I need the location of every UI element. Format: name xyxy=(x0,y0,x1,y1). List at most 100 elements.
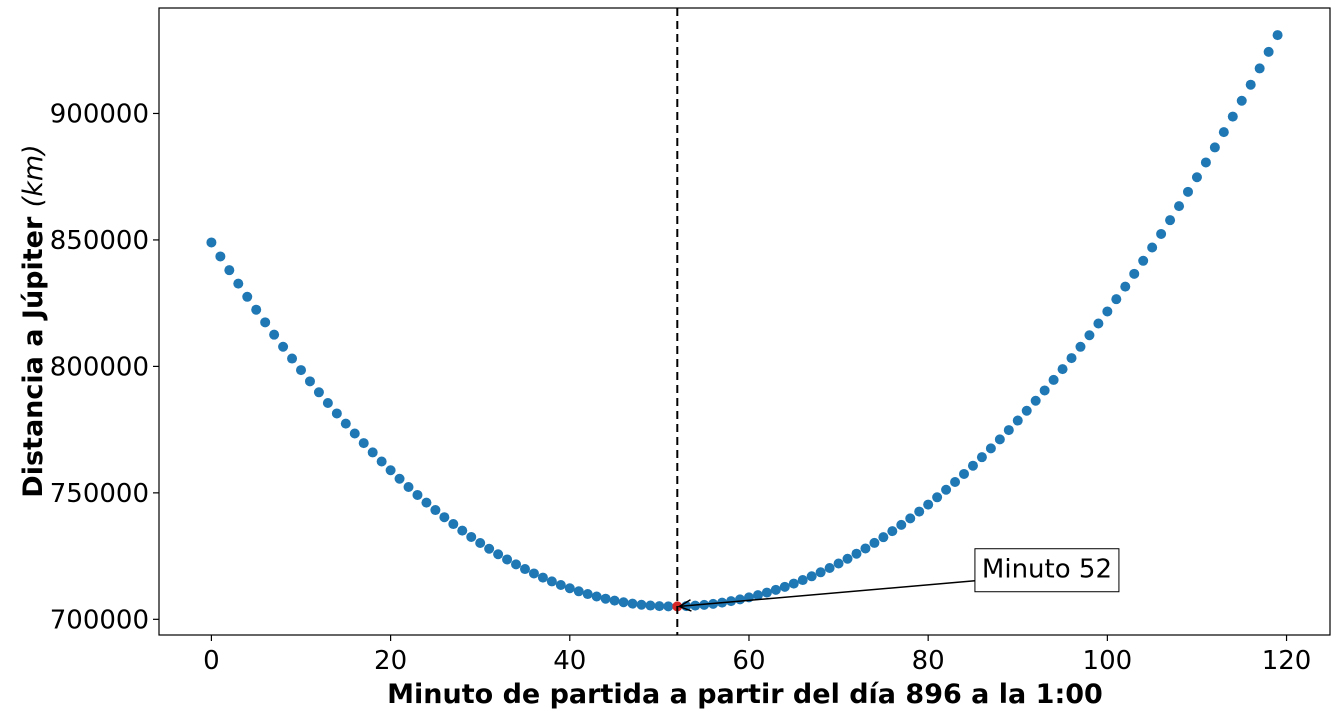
y-tick-label: 900000 xyxy=(50,99,149,129)
data-point xyxy=(923,499,934,510)
data-point xyxy=(439,512,450,523)
data-point xyxy=(287,353,298,364)
data-point xyxy=(851,548,862,559)
data-point xyxy=(600,593,611,604)
data-point xyxy=(502,554,513,565)
x-tick-label: 0 xyxy=(203,646,220,676)
data-point xyxy=(815,567,826,578)
data-point xyxy=(376,456,387,467)
data-point xyxy=(493,549,504,560)
data-point xyxy=(430,505,441,516)
y-tick-label: 850000 xyxy=(50,226,149,256)
data-point xyxy=(358,438,369,449)
data-point xyxy=(1039,385,1050,396)
data-point xyxy=(269,329,280,340)
data-point xyxy=(546,576,557,587)
data-point xyxy=(421,497,432,508)
y-tick-label: 700000 xyxy=(50,605,149,635)
data-point xyxy=(1227,111,1238,122)
data-point xyxy=(448,519,459,530)
data-point xyxy=(1191,172,1202,183)
data-point xyxy=(1021,405,1032,416)
data-point xyxy=(905,513,916,524)
data-point xyxy=(251,304,262,315)
data-point xyxy=(1236,95,1247,106)
data-point xyxy=(242,291,253,302)
x-tick-label: 40 xyxy=(553,646,586,676)
data-point xyxy=(573,586,584,597)
data-point xyxy=(340,418,351,429)
data-point xyxy=(1156,228,1167,239)
data-point xyxy=(1263,46,1274,57)
data-point xyxy=(466,531,477,542)
data-point xyxy=(457,525,468,536)
data-point xyxy=(1093,318,1104,329)
data-point xyxy=(394,473,405,484)
data-point xyxy=(233,278,244,289)
data-point xyxy=(260,317,271,328)
plot-frame xyxy=(158,7,1331,636)
annotation-box xyxy=(974,548,1120,593)
data-point xyxy=(537,572,548,583)
data-point xyxy=(609,595,620,606)
data-point xyxy=(1147,242,1158,253)
x-tick-label: 60 xyxy=(732,646,765,676)
plot-area xyxy=(159,8,1330,635)
data-point xyxy=(896,519,907,530)
data-point xyxy=(761,587,772,598)
data-point xyxy=(511,559,522,570)
data-point xyxy=(994,434,1005,445)
y-axis: 700000 750000 800000 850000 900000 xyxy=(50,99,159,635)
data-point xyxy=(475,537,486,548)
data-point xyxy=(1182,186,1193,197)
data-point xyxy=(1075,341,1086,352)
data-points xyxy=(206,30,1283,612)
x-tick-label: 80 xyxy=(912,646,945,676)
data-point xyxy=(1120,281,1131,292)
data-point xyxy=(860,543,871,554)
data-point xyxy=(1200,157,1211,168)
data-point xyxy=(1066,353,1077,364)
data-point xyxy=(1030,395,1041,406)
data-point xyxy=(1057,364,1068,375)
data-point xyxy=(932,492,943,503)
data-point xyxy=(645,600,656,611)
data-point xyxy=(412,489,423,500)
data-point xyxy=(869,537,880,548)
data-point xyxy=(1084,330,1095,341)
data-point xyxy=(1012,415,1023,426)
data-point xyxy=(806,571,817,582)
data-point xyxy=(887,526,898,537)
data-point xyxy=(484,543,495,554)
data-point xyxy=(331,408,342,419)
data-point xyxy=(349,428,360,439)
y-tick-label: 750000 xyxy=(50,479,149,509)
data-point xyxy=(564,583,575,594)
data-point xyxy=(528,568,539,579)
data-point xyxy=(215,251,226,262)
data-point xyxy=(403,481,414,492)
data-point xyxy=(1138,255,1149,266)
y-axis-title-main: Distancia a Júpiter xyxy=(18,207,49,497)
data-point xyxy=(627,598,638,609)
data-point xyxy=(1048,374,1059,385)
data-point xyxy=(385,465,396,476)
data-point xyxy=(582,589,593,600)
x-axis-title: Minuto de partida a partir del día 896 a… xyxy=(387,679,1103,710)
data-point xyxy=(959,468,970,479)
data-point xyxy=(322,398,333,409)
data-point xyxy=(1174,201,1185,212)
data-point xyxy=(296,365,307,376)
annotation-label: Minuto 52 xyxy=(982,555,1112,585)
data-point xyxy=(1272,30,1283,41)
data-point xyxy=(618,597,629,608)
data-point xyxy=(797,575,808,586)
data-point xyxy=(779,581,790,592)
y-axis-title-unit: (km) xyxy=(18,144,49,207)
data-point xyxy=(224,265,235,276)
data-point xyxy=(1245,79,1256,90)
annotation-arrow-head xyxy=(677,599,692,612)
data-point xyxy=(833,558,844,569)
data-point xyxy=(770,584,781,595)
